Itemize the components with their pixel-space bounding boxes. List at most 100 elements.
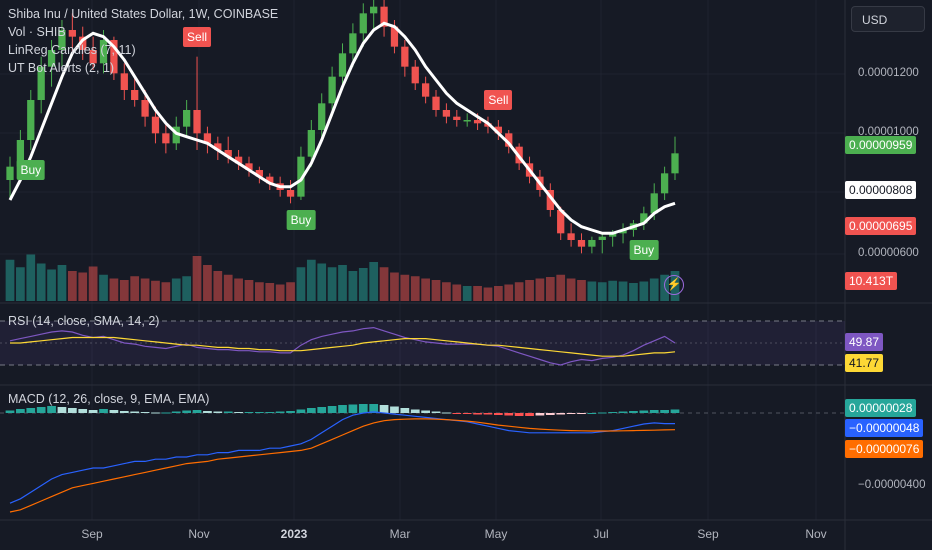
volume-bar: [566, 278, 576, 301]
macd-legend[interactable]: MACD (12, 26, close, 9, EMA, EMA): [8, 392, 210, 406]
indicator-linreg[interactable]: LinReg Candles (7, 11): [8, 43, 136, 57]
macd-histogram-bar: [192, 410, 202, 413]
macd-axis-label: −0.00000400: [858, 479, 926, 491]
indicator-volume[interactable]: Vol · SHIB: [8, 25, 66, 39]
candle-body: [411, 66, 419, 84]
macd-histogram-bar: [255, 412, 264, 413]
candle-body: [453, 116, 461, 120]
volume-bar: [182, 276, 192, 301]
volume-bar: [275, 284, 285, 301]
main-legend: Shiba Inu / United States Dollar, 1W, CO…: [8, 5, 278, 77]
candle-body: [224, 150, 232, 157]
price-label-1200: 0.00001200: [858, 67, 919, 79]
candle-body: [432, 96, 440, 110]
volume-bar: [223, 274, 233, 301]
volume-bar: [119, 280, 129, 301]
macd-histogram-bar: [629, 411, 638, 413]
candle-body: [27, 100, 35, 140]
candle-body: [328, 76, 336, 104]
candle-body: [660, 173, 669, 194]
candle-body: [151, 116, 160, 134]
candle-body: [266, 176, 274, 184]
macd-histogram-bar: [244, 412, 254, 413]
volume-bar: [493, 286, 503, 301]
lightning-icon[interactable]: ⚡: [664, 275, 684, 295]
candle-body: [318, 103, 326, 130]
macd-histogram-bar: [327, 406, 337, 413]
macd-histogram-bar: [265, 412, 275, 413]
macd-histogram-bar: [473, 413, 482, 415]
time-label: Mar: [389, 527, 411, 541]
macd-histogram-bar: [338, 405, 347, 413]
candle-body: [58, 30, 66, 50]
rsi-legend[interactable]: RSI (14, close, SMA, 14, 2): [8, 314, 160, 328]
candle-body: [245, 163, 253, 170]
signal-line-tag: −0.00000076: [845, 440, 924, 458]
volume-bar: [306, 259, 316, 301]
candle-body: [463, 120, 471, 122]
chart-title: Shiba Inu / United States Dollar, 1W, CO…: [8, 7, 279, 21]
candle-body: [99, 40, 108, 64]
volume-bar: [473, 286, 482, 301]
candle-body: [286, 190, 295, 197]
macd-histogram-bar: [369, 404, 379, 413]
volume-bar: [400, 274, 410, 301]
time-label: Nov: [188, 527, 210, 541]
indicator-utbot[interactable]: UT Bot Alerts (2, 1): [8, 61, 115, 75]
volume-bar: [587, 281, 597, 301]
volume-bar: [483, 287, 493, 301]
macd-histogram-bar: [660, 410, 669, 413]
volume-bar: [545, 277, 555, 301]
macd-histogram-bar: [670, 409, 680, 413]
macd-histogram-bar: [442, 412, 451, 414]
candle-body: [577, 240, 586, 247]
currency-button[interactable]: USD: [851, 6, 925, 32]
volume-bar: [348, 271, 358, 301]
candle-body: [255, 170, 264, 177]
macd-histogram-bar: [587, 413, 597, 414]
macd-histogram-bar: [16, 409, 25, 413]
volume-bar: [535, 278, 545, 301]
volume-bar: [629, 283, 638, 301]
linreg-price-tag: 0.00000808: [845, 181, 917, 199]
volume-bar: [99, 274, 108, 301]
candle-body: [16, 140, 25, 167]
volume-bar: [442, 282, 451, 301]
sell-signal: Sell: [484, 90, 513, 110]
ut-price-tag: 0.00000695: [845, 217, 917, 235]
macd-histogram-bar: [234, 412, 243, 413]
candle-body: [214, 143, 222, 150]
macd-histogram-bar: [545, 413, 555, 415]
candle-body: [349, 33, 357, 54]
rsi-sma-line: [10, 336, 676, 357]
candle-body: [442, 110, 451, 117]
volume-bar: [327, 267, 337, 301]
time-label: Sep: [697, 527, 719, 541]
volume-bar: [296, 267, 306, 301]
candle-body: [141, 100, 149, 117]
macd-histogram-bar: [421, 410, 430, 413]
macd-histogram-bar: [5, 410, 15, 413]
macd-histogram-bar: [182, 410, 192, 413]
time-label: Nov: [805, 527, 827, 541]
macd-histogram-bar: [140, 412, 150, 413]
macd-histogram-bar: [203, 411, 212, 413]
candle-body: [588, 240, 596, 247]
candle-body: [546, 190, 554, 210]
time-label: 2023: [280, 527, 308, 541]
candle-body: [110, 40, 118, 74]
time-label: Sep: [81, 527, 103, 541]
volume-bar: [16, 267, 25, 301]
macd-histogram-bar: [348, 404, 358, 413]
macd-histogram-bar: [67, 408, 77, 413]
volume-bar: [244, 280, 254, 301]
rsi-line: [9, 326, 676, 366]
macd-histogram-bar: [514, 413, 524, 416]
candle-body: [89, 50, 97, 64]
macd-histogram-bar: [608, 412, 618, 413]
macd-histogram-bar: [400, 408, 410, 413]
macd-histogram-bar: [358, 404, 368, 413]
macd-histogram-bar: [26, 408, 36, 413]
macd-histogram-bar: [483, 413, 493, 415]
